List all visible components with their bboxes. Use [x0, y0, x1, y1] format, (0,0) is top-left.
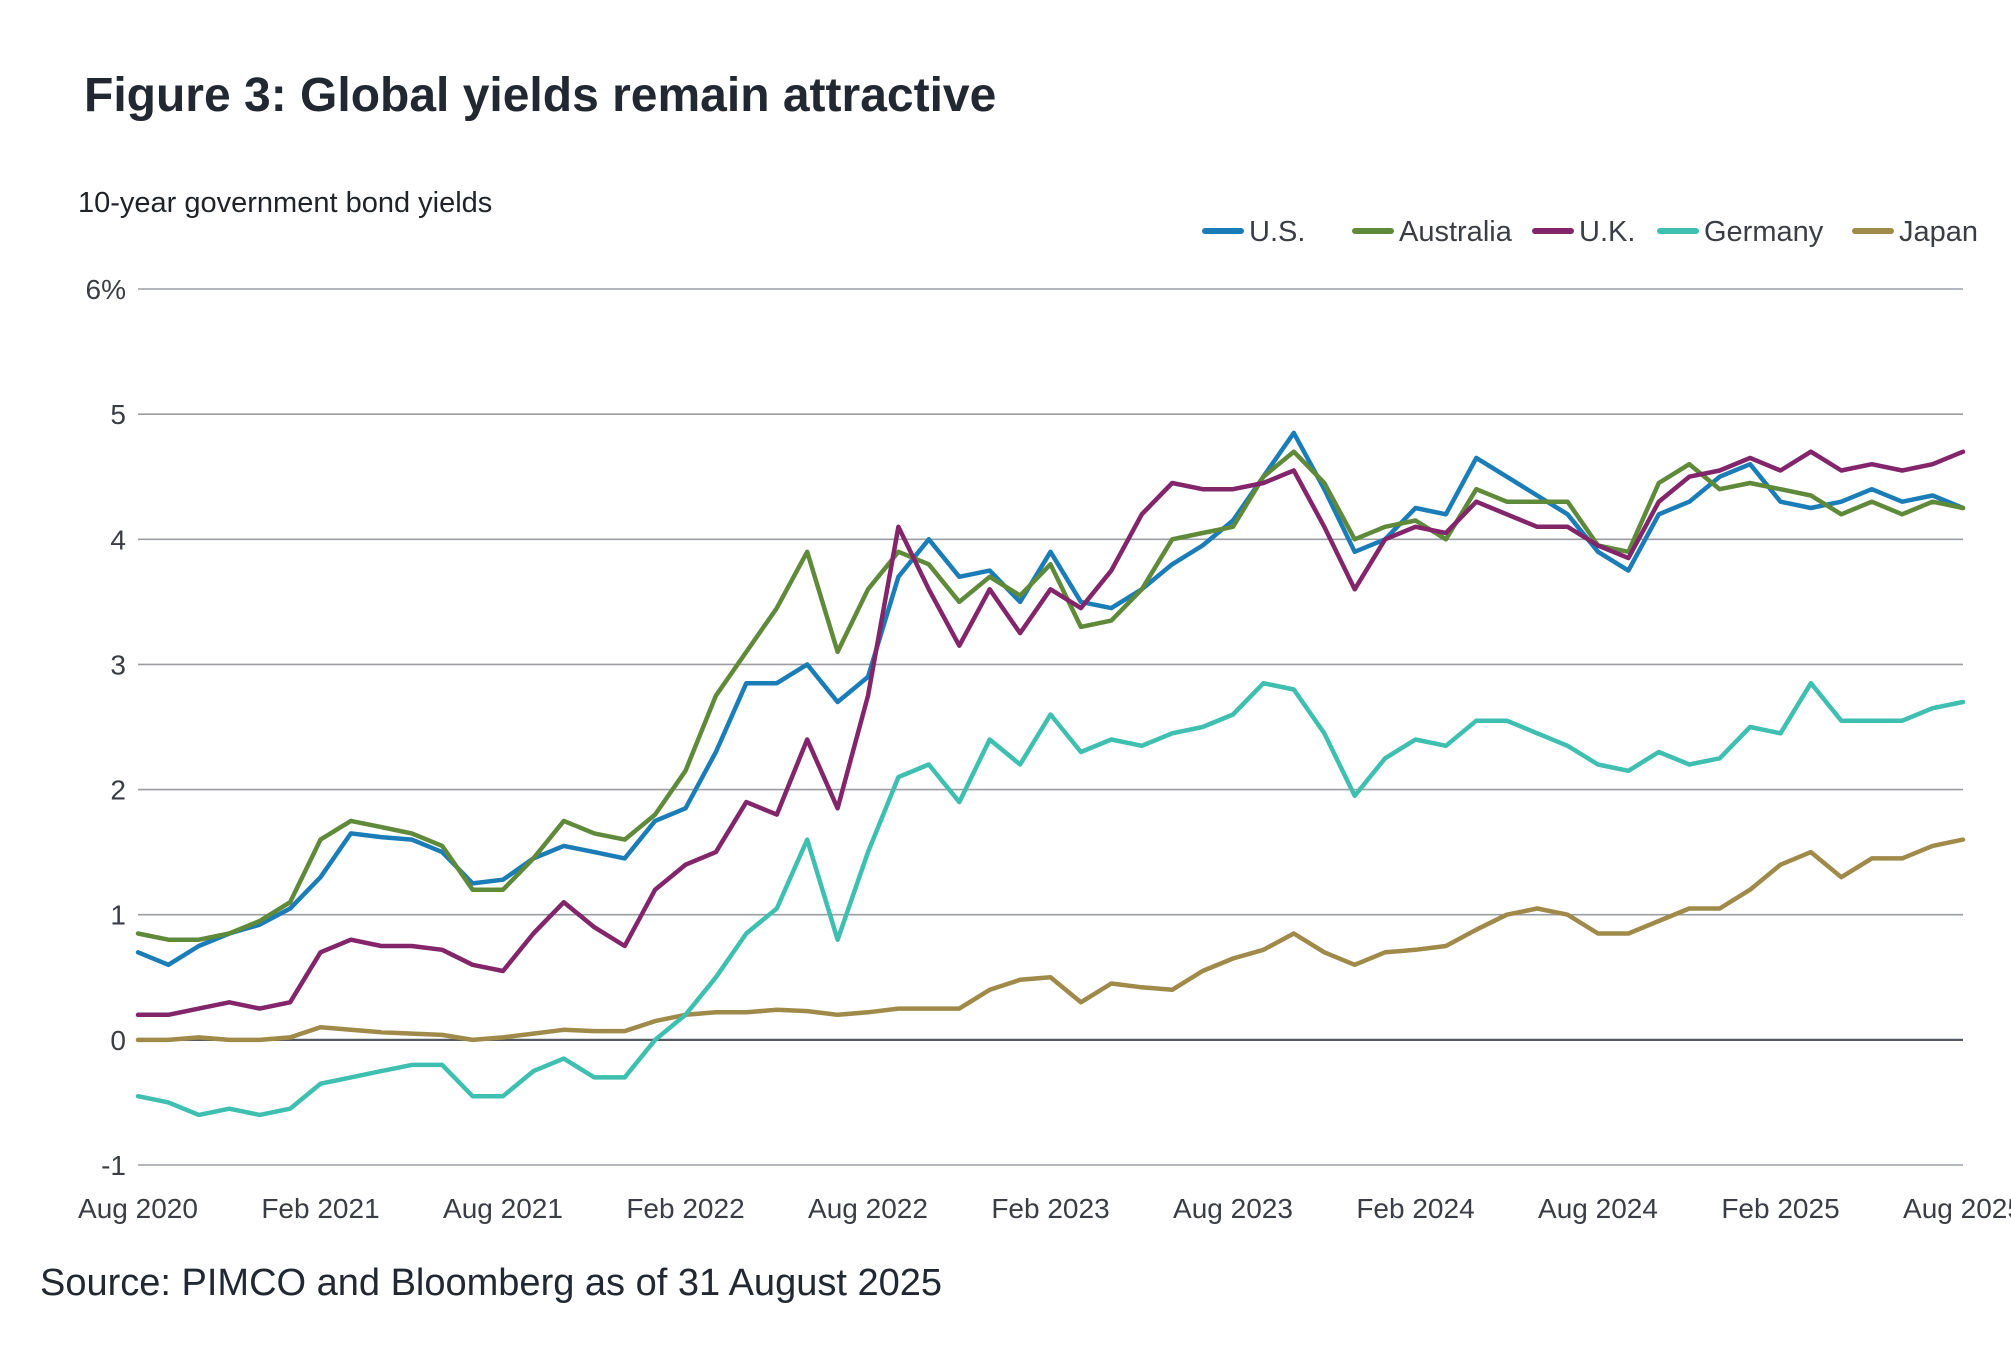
x-tick-label: Aug 2021: [443, 1193, 563, 1224]
legend-label-germany: Germany: [1704, 216, 1824, 248]
y-tick-labels: -1 0 1 2 3 4 5 6%: [86, 274, 126, 1181]
y-axis-title: 10-year government bond yields: [78, 187, 492, 219]
legend: U.S. Australia U.K. Germany Japan: [1202, 216, 1978, 248]
legend-label-us: U.S.: [1249, 216, 1305, 248]
gridlines: [138, 288, 1963, 1166]
x-tick-label: Aug 2020: [78, 1193, 198, 1224]
x-tick-label: Feb 2021: [261, 1193, 379, 1224]
y-tick-label: 2: [110, 775, 126, 806]
x-tick-label: Aug 2024: [1538, 1193, 1658, 1224]
y-tick-label: 1: [110, 900, 126, 931]
y-tick-label: 6%: [86, 274, 126, 305]
y-tick-label: 5: [110, 399, 126, 430]
y-tick-label: 4: [110, 524, 126, 555]
legend-label-australia: Australia: [1399, 216, 1513, 248]
yield-line-chart: 10-year government bond yields -1 0 1 2 3 4 5 6…: [78, 187, 2011, 1224]
series-line-uk: [135, 449, 1966, 1018]
series-line-australia: [135, 449, 1966, 942]
x-tick-label: Aug 2022: [808, 1193, 928, 1224]
x-tick-labels: Aug 2020 Feb 2021 Aug 2021 Feb 2022 Aug 2022…: [78, 1193, 2011, 1224]
y-tick-label: 0: [110, 1025, 126, 1056]
series-line-us: [135, 430, 1966, 968]
x-tick-label: Aug 2023: [1173, 1193, 1293, 1224]
x-tick-label: Feb 2025: [1721, 1193, 1839, 1224]
series-lines: [135, 430, 1966, 1118]
x-tick-label: Feb 2022: [626, 1193, 744, 1224]
legend-label-uk: U.K.: [1579, 216, 1635, 248]
series-line-germany: [135, 680, 1966, 1118]
series-line-japan: [135, 837, 1966, 1043]
y-tick-label: -1: [101, 1150, 126, 1181]
x-tick-label: Aug 2025: [1903, 1193, 2011, 1224]
x-tick-label: Feb 2024: [1356, 1193, 1474, 1224]
y-tick-label: 3: [110, 649, 126, 680]
figure-title: Figure 3: Global yields remain attractiv…: [84, 69, 997, 122]
x-tick-label: Feb 2023: [991, 1193, 1109, 1224]
legend-label-japan: Japan: [1899, 216, 1978, 248]
source-note: Source: PIMCO and Bloomberg as of 31 Aug…: [40, 1262, 942, 1304]
